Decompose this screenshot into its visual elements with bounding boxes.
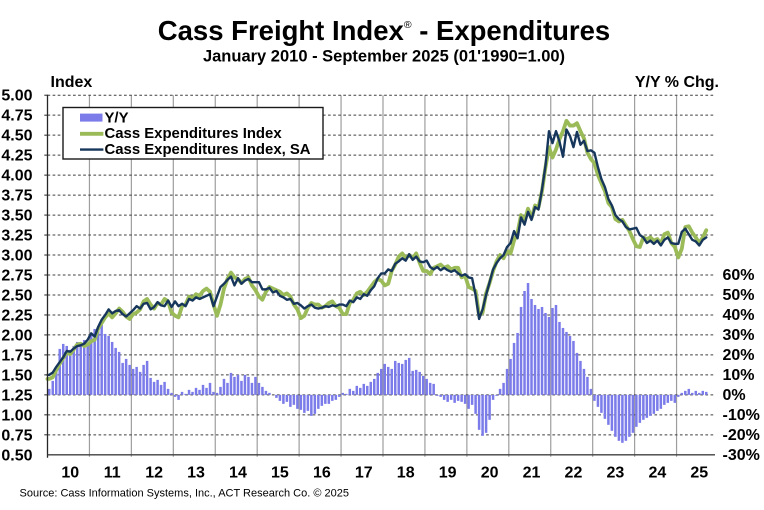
svg-text:Source: Cass Information Syste: Source: Cass Information Systems, Inc., … [20,488,349,500]
svg-text:19: 19 [439,465,457,482]
svg-text:22: 22 [565,465,583,482]
svg-text:4.00: 4.00 [1,168,32,185]
svg-text:24: 24 [648,465,666,482]
svg-text:21: 21 [523,465,541,482]
svg-text:-30%: -30% [723,447,760,464]
svg-text:-20%: -20% [723,427,760,444]
svg-text:3.25: 3.25 [1,228,32,245]
svg-text:13: 13 [187,465,205,482]
svg-text:0.75: 0.75 [1,427,32,444]
svg-text:30%: 30% [723,327,755,344]
svg-text:Cass Freight Index® - Expendit: Cass Freight Index® - Expenditures [158,15,610,46]
svg-text:60%: 60% [723,267,755,284]
svg-text:11: 11 [104,465,121,482]
svg-text:16: 16 [313,465,331,482]
svg-text:0%: 0% [723,387,746,404]
svg-text:January 2010 - September 2025: January 2010 - September 2025 (01'1990=1… [203,48,565,66]
svg-text:4.75: 4.75 [1,108,32,125]
svg-text:3.75: 3.75 [1,188,32,205]
svg-text:17: 17 [355,465,373,482]
svg-text:20%: 20% [723,347,755,364]
svg-text:1.25: 1.25 [1,387,32,404]
svg-text:-10%: -10% [723,407,760,424]
svg-text:15: 15 [271,465,289,482]
svg-text:5.00: 5.00 [1,88,32,105]
svg-text:2.25: 2.25 [1,307,32,324]
svg-text:3.50: 3.50 [1,208,32,225]
svg-text:Cass Expenditures Index: Cass Expenditures Index [105,126,283,142]
svg-text:2.00: 2.00 [1,327,32,344]
svg-text:18: 18 [397,465,415,482]
svg-text:10: 10 [61,465,79,482]
svg-text:4.50: 4.50 [1,128,32,145]
svg-text:12: 12 [145,465,163,482]
svg-text:10%: 10% [723,367,755,384]
svg-text:Cass Expenditures Index, SA: Cass Expenditures Index, SA [105,142,311,158]
svg-text:14: 14 [229,465,247,482]
svg-text:1.75: 1.75 [1,347,32,364]
svg-text:50%: 50% [723,287,755,304]
svg-text:1.50: 1.50 [1,367,32,384]
svg-text:Index: Index [51,74,93,91]
svg-text:20: 20 [481,465,499,482]
svg-text:3.00: 3.00 [1,248,32,265]
svg-text:2.50: 2.50 [1,287,32,304]
svg-text:0.50: 0.50 [1,447,32,464]
svg-text:Y/Y % Chg.: Y/Y % Chg. [635,74,719,91]
svg-text:25: 25 [690,465,708,482]
svg-text:1.00: 1.00 [1,407,32,424]
svg-text:40%: 40% [723,307,755,324]
svg-text:2.75: 2.75 [1,268,32,285]
svg-text:Y/Y: Y/Y [105,110,129,126]
svg-text:23: 23 [607,465,625,482]
svg-text:4.25: 4.25 [1,148,32,165]
